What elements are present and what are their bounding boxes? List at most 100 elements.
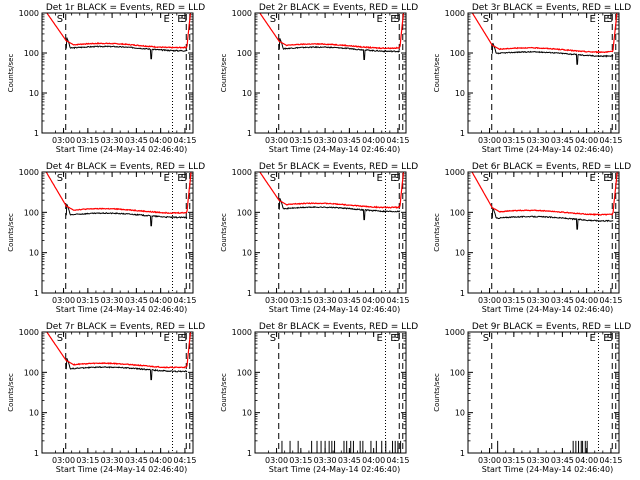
marker-label: S xyxy=(57,333,63,344)
panel-5: Det 5r BLACK = Events, RED = LLD Counts/s… xyxy=(220,162,418,314)
marker-label: S xyxy=(270,333,276,344)
marker-label: S xyxy=(270,173,276,184)
marker-label: S xyxy=(394,14,400,25)
x-tick-label: 03:45 xyxy=(551,456,574,465)
x-tick-label: 03:15 xyxy=(76,456,99,465)
y-tick-label: 1000 xyxy=(445,328,465,337)
y-tick-label: 1000 xyxy=(19,168,39,177)
events-series-line xyxy=(491,42,614,65)
x-tick-label: 03:00 xyxy=(478,136,501,145)
y-tick-label: 10 xyxy=(455,249,465,258)
marker-label: E xyxy=(164,333,170,344)
x-tick-label: 04:15 xyxy=(599,136,622,145)
x-tick-label: 03:15 xyxy=(289,296,312,305)
x-tick-label: 03:30 xyxy=(101,136,124,145)
y-axis-label: Counts/sec xyxy=(433,213,441,252)
panel-3: Det 3r BLACK = Events, RED = LLD Counts/s… xyxy=(433,3,631,154)
plot-frame xyxy=(41,171,194,294)
marker-label: S xyxy=(483,14,489,25)
marker-label: S xyxy=(607,333,613,344)
panel-4: Det 4r BLACK = Events, RED = LLD Counts/s… xyxy=(7,162,205,314)
x-tick-label: 03:45 xyxy=(338,296,361,305)
y-axis-label: Counts/sec xyxy=(7,213,15,252)
x-axis-label: Start Time (24-May-14 02:46:40) xyxy=(269,145,400,154)
y-axis-label: Counts/sec xyxy=(220,373,228,412)
x-tick-label: 04:00 xyxy=(362,296,385,305)
y-tick-label: 1 xyxy=(247,129,252,138)
plot-frame xyxy=(254,331,407,454)
panel-title: Det 6r BLACK = Events, RED = LLD xyxy=(472,162,631,172)
lld-series-line xyxy=(45,172,192,215)
x-tick-label: 03:00 xyxy=(478,296,501,305)
lld-series-line xyxy=(259,172,405,209)
plot-frame xyxy=(467,12,620,134)
y-tick-label: 10 xyxy=(455,409,465,418)
y-axis-label: Counts/sec xyxy=(433,54,441,93)
plot-frame xyxy=(467,171,620,294)
events-series-line xyxy=(491,207,614,230)
marker-label: S xyxy=(270,14,276,25)
marker-label: S xyxy=(483,333,489,344)
x-tick-label: 03:30 xyxy=(314,296,337,305)
y-axis-label: Counts/sec xyxy=(220,54,228,93)
marker-label: E xyxy=(603,333,609,344)
x-tick-label: 03:00 xyxy=(265,296,288,305)
x-tick-label: 03:30 xyxy=(527,136,550,145)
x-axis-label: Start Time (24-May-14 02:46:40) xyxy=(482,145,613,154)
marker-label: S xyxy=(394,173,400,184)
marker-label: E xyxy=(377,173,383,184)
y-tick-label: 1 xyxy=(34,289,39,298)
y-tick-label: 1000 xyxy=(19,328,39,337)
panel-6: Det 6r BLACK = Events, RED = LLD Counts/s… xyxy=(433,162,631,314)
events-series-line xyxy=(278,38,401,60)
marker-label: E xyxy=(377,14,383,25)
panel-title: Det 5r BLACK = Events, RED = LLD xyxy=(259,162,418,172)
x-tick-label: 03:45 xyxy=(338,456,361,465)
y-tick-label: 1000 xyxy=(232,168,252,177)
x-tick-label: 03:00 xyxy=(52,456,75,465)
x-tick-label: 03:30 xyxy=(314,136,337,145)
x-tick-label: 03:15 xyxy=(289,136,312,145)
x-tick-label: 03:00 xyxy=(52,296,75,305)
y-tick-label: 1000 xyxy=(445,168,465,177)
x-tick-label: 03:15 xyxy=(289,456,312,465)
x-tick-label: 04:00 xyxy=(149,136,172,145)
plot-frame xyxy=(41,12,194,134)
lld-series-line xyxy=(471,13,618,54)
x-tick-label: 03:30 xyxy=(314,456,337,465)
x-tick-label: 04:15 xyxy=(173,296,196,305)
x-axis-label: Start Time (24-May-14 02:46:40) xyxy=(482,465,613,474)
marker-label: E xyxy=(590,173,596,184)
x-tick-label: 04:15 xyxy=(599,296,622,305)
panel-title: Det 2r BLACK = Events, RED = LLD xyxy=(259,3,418,13)
y-tick-label: 10 xyxy=(29,249,39,258)
y-tick-label: 100 xyxy=(24,208,39,217)
x-tick-label: 04:00 xyxy=(575,136,598,145)
marker-label: E xyxy=(603,14,609,25)
marker-label: S xyxy=(181,173,187,184)
marker-label: E xyxy=(590,333,596,344)
y-tick-label: 1000 xyxy=(19,9,39,18)
y-tick-label: 100 xyxy=(237,208,252,217)
panel-title: Det 7r BLACK = Events, RED = LLD xyxy=(46,322,205,332)
panel-title: Det 3r BLACK = Events, RED = LLD xyxy=(472,3,631,13)
marker-label: E xyxy=(377,333,383,344)
y-axis-label: Counts/sec xyxy=(7,54,15,93)
x-tick-label: 04:15 xyxy=(386,456,409,465)
x-tick-label: 04:00 xyxy=(362,136,385,145)
x-tick-label: 04:15 xyxy=(386,136,409,145)
y-tick-label: 100 xyxy=(450,208,465,217)
panel-8: Det 8r BLACK = Events, RED = LLD Counts/s… xyxy=(220,322,418,474)
marker-label: S xyxy=(483,173,489,184)
marker-label: S xyxy=(57,14,63,25)
x-tick-label: 03:15 xyxy=(76,296,99,305)
events-series-line xyxy=(65,358,188,381)
x-tick-label: 03:00 xyxy=(52,136,75,145)
y-tick-label: 1 xyxy=(247,449,252,458)
y-tick-label: 1 xyxy=(247,289,252,298)
x-axis-label: Start Time (24-May-14 02:46:40) xyxy=(482,305,613,314)
panel-2: Det 2r BLACK = Events, RED = LLD Counts/s… xyxy=(220,3,418,154)
y-tick-label: 1 xyxy=(34,129,39,138)
y-axis-label: Counts/sec xyxy=(433,373,441,412)
